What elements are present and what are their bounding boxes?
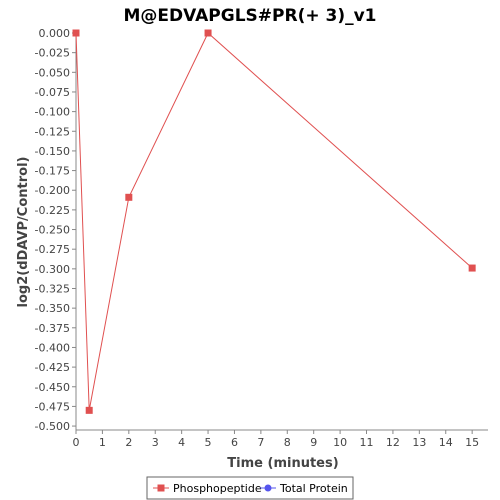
y-tick-label: -0.225 <box>35 204 70 217</box>
data-point <box>204 29 212 37</box>
chart-title: M@EDVAPGLS#PR(+ 3)_v1 <box>123 6 376 26</box>
data-point <box>72 29 80 37</box>
x-tick-label: 6 <box>231 436 238 449</box>
x-axis-label: Time (minutes) <box>227 456 338 471</box>
y-tick-label: -0.300 <box>35 263 70 276</box>
plot-background <box>76 33 488 430</box>
x-tick-label: 4 <box>178 436 185 449</box>
data-point <box>85 406 93 414</box>
y-tick-label: -0.200 <box>35 184 70 197</box>
y-tick-label: -0.050 <box>35 66 70 79</box>
y-tick-label: -0.375 <box>35 322 70 335</box>
y-tick-label: -0.075 <box>35 86 70 99</box>
legend-marker <box>264 484 272 492</box>
y-tick-label: -0.275 <box>35 243 70 256</box>
legend-marker <box>157 484 165 492</box>
y-tick-label: 0.000 <box>39 27 71 40</box>
x-tick-label: 14 <box>439 436 453 449</box>
y-tick-label: -0.475 <box>35 400 70 413</box>
y-axis-label: log2(dDAVP/Control) <box>16 157 31 308</box>
data-point <box>125 193 133 201</box>
x-tick-label: 11 <box>360 436 374 449</box>
data-point <box>468 264 476 272</box>
plot-area <box>75 33 488 431</box>
x-tick-label: 8 <box>284 436 291 449</box>
y-tick-label: -0.325 <box>35 282 70 295</box>
x-tick-label: 10 <box>333 436 347 449</box>
x-tick-label: 13 <box>412 436 426 449</box>
y-tick-label: -0.150 <box>35 145 70 158</box>
x-tick-label: 3 <box>152 436 159 449</box>
legend: Phosphopeptide Total Protein <box>146 476 354 500</box>
y-tick-label: -0.100 <box>35 106 70 119</box>
y-tick-label: -0.350 <box>35 302 70 315</box>
legend-box <box>146 476 354 500</box>
y-tick-label: -0.250 <box>35 224 70 237</box>
x-tick-label: 12 <box>386 436 400 449</box>
x-tick-label: 7 <box>257 436 264 449</box>
x-tick-label: 9 <box>310 436 317 449</box>
y-tick-label: -0.175 <box>35 165 70 178</box>
x-tick-label: 5 <box>205 436 212 449</box>
y-tick-label: -0.425 <box>35 361 70 374</box>
y-tick-label: -0.500 <box>35 420 70 433</box>
y-tick-label: -0.125 <box>35 125 70 138</box>
y-tick-label: -0.400 <box>35 341 70 354</box>
x-tick-label: 2 <box>125 436 132 449</box>
legend-label: Phosphopeptide <box>173 482 262 495</box>
x-tick-label: 15 <box>465 436 479 449</box>
x-axis: 0 1 2 3 4 5 6 7 8 9 10 11 12 13 14 15 <box>73 430 479 449</box>
x-tick-label: 0 <box>73 436 80 449</box>
y-axis: 0.000 -0.025 -0.050 -0.075 -0.100 -0.125 -0.15… <box>35 27 76 433</box>
legend-label: Total Protein <box>279 482 348 495</box>
y-tick-label: -0.025 <box>35 47 70 60</box>
series-layer <box>72 29 476 414</box>
x-tick-label: 1 <box>99 436 106 449</box>
y-tick-label: -0.450 <box>35 381 70 394</box>
